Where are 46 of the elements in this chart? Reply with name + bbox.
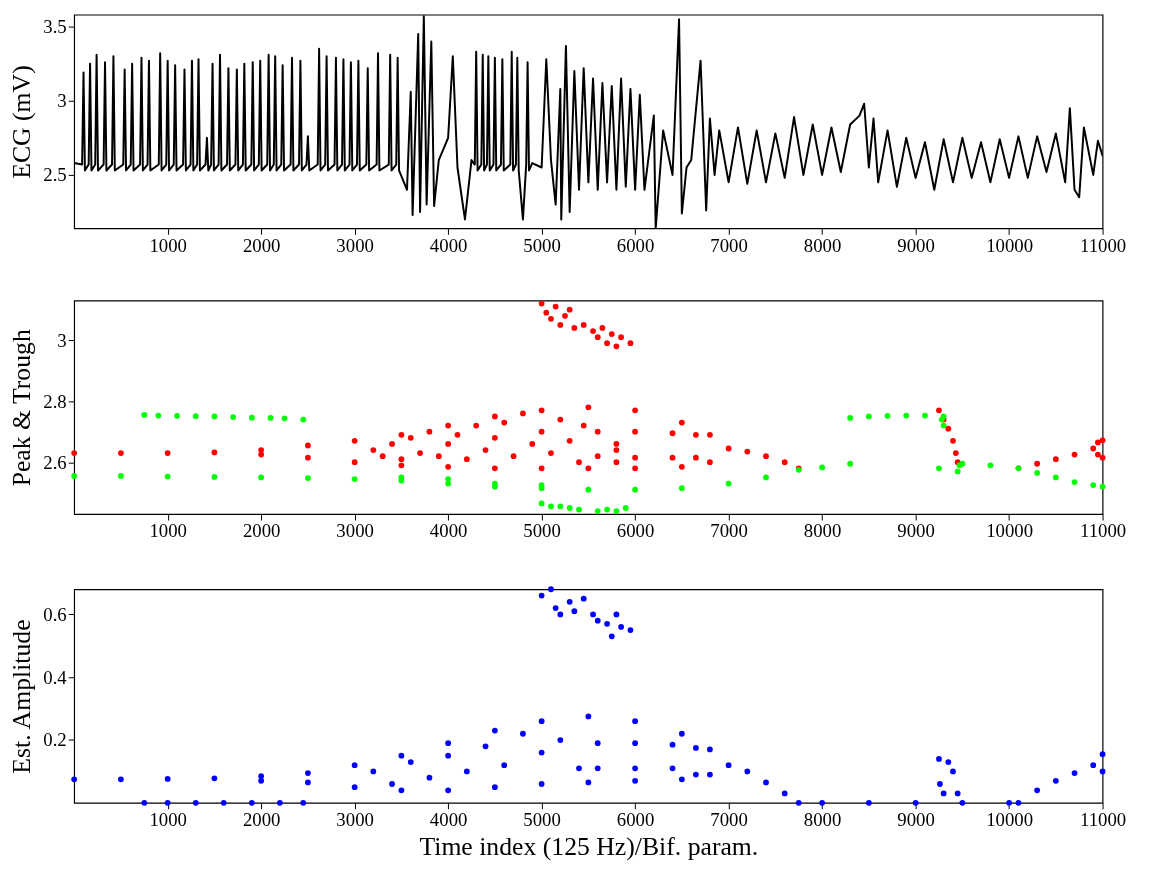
x-tick-label: 3000 — [336, 234, 374, 256]
x-tick-label: 7000 — [710, 809, 748, 831]
x-tick-label: 5000 — [523, 809, 561, 831]
y-tick-label: 3.5 — [43, 16, 67, 38]
y-tick-label: 2.5 — [43, 164, 67, 186]
x-tick-label: 3000 — [336, 520, 374, 542]
x-tick-label: 2000 — [242, 234, 281, 256]
x-tick-label: 10000 — [986, 520, 1034, 542]
y-axis-title: Peak & Trough — [7, 329, 37, 487]
y-tick-label: 0.4 — [43, 666, 68, 688]
y-axis-title: Est. Amplitude — [7, 619, 37, 774]
x-tick-label: 4000 — [429, 234, 468, 256]
x-tick-label: 9000 — [897, 809, 935, 831]
y-tick-label: 3 — [57, 329, 67, 351]
x-tick-label: 1000 — [149, 234, 187, 256]
y-tick-label: 0.6 — [43, 603, 67, 625]
x-tick-label: 1000 — [149, 520, 187, 542]
x-tick-label: 8000 — [803, 520, 842, 542]
x-tick-label: 2000 — [242, 520, 281, 542]
y-tick-label: 0.2 — [43, 729, 67, 751]
x-tick-label: 6000 — [616, 520, 655, 542]
x-tick-label: 11000 — [1079, 520, 1127, 542]
x-tick-label: 8000 — [803, 234, 842, 256]
x-tick-label: 9000 — [897, 234, 935, 256]
y-axis-title: ECG (mV) — [7, 65, 37, 179]
y-tick-label: 3 — [57, 90, 67, 112]
x-tick-label: 1000 — [149, 809, 187, 831]
x-tick-label: 6000 — [616, 809, 655, 831]
x-tick-label: 11000 — [1079, 809, 1127, 831]
x-tick-label: 6000 — [616, 234, 655, 256]
y-tick-label: 2.6 — [43, 451, 67, 473]
x-axis-title: Time index (125 Hz)/Bif. param. — [419, 831, 759, 861]
x-tick-label: 9000 — [897, 520, 935, 542]
x-tick-label: 4000 — [429, 520, 468, 542]
x-tick-label: 10000 — [986, 234, 1034, 256]
x-tick-label: 5000 — [523, 234, 561, 256]
x-tick-label: 2000 — [242, 809, 281, 831]
x-tick-label: 7000 — [710, 520, 748, 542]
x-tick-label: 3000 — [336, 809, 374, 831]
x-tick-label: 7000 — [710, 234, 748, 256]
y-tick-label: 2.8 — [43, 390, 67, 412]
x-tick-label: 8000 — [803, 809, 842, 831]
x-tick-label: 11000 — [1079, 234, 1127, 256]
x-tick-label: 10000 — [986, 809, 1034, 831]
x-tick-label: 4000 — [429, 809, 468, 831]
x-tick-label: 5000 — [523, 520, 561, 542]
